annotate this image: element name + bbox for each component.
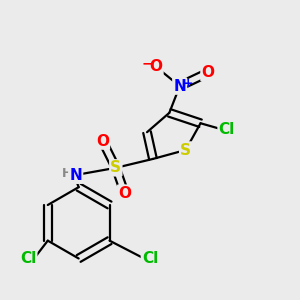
Text: H: H xyxy=(61,167,72,180)
Text: Cl: Cl xyxy=(142,251,158,266)
Text: N: N xyxy=(69,168,82,183)
Text: +: + xyxy=(183,77,194,90)
Text: O: O xyxy=(149,59,162,74)
Text: N: N xyxy=(173,79,186,94)
Text: O: O xyxy=(202,65,214,80)
Text: −: − xyxy=(141,57,153,71)
Text: O: O xyxy=(118,186,131,201)
Text: Cl: Cl xyxy=(20,251,36,266)
Text: Cl: Cl xyxy=(219,122,235,137)
Text: O: O xyxy=(96,134,109,148)
Text: S: S xyxy=(180,142,191,158)
Text: S: S xyxy=(110,160,121,175)
